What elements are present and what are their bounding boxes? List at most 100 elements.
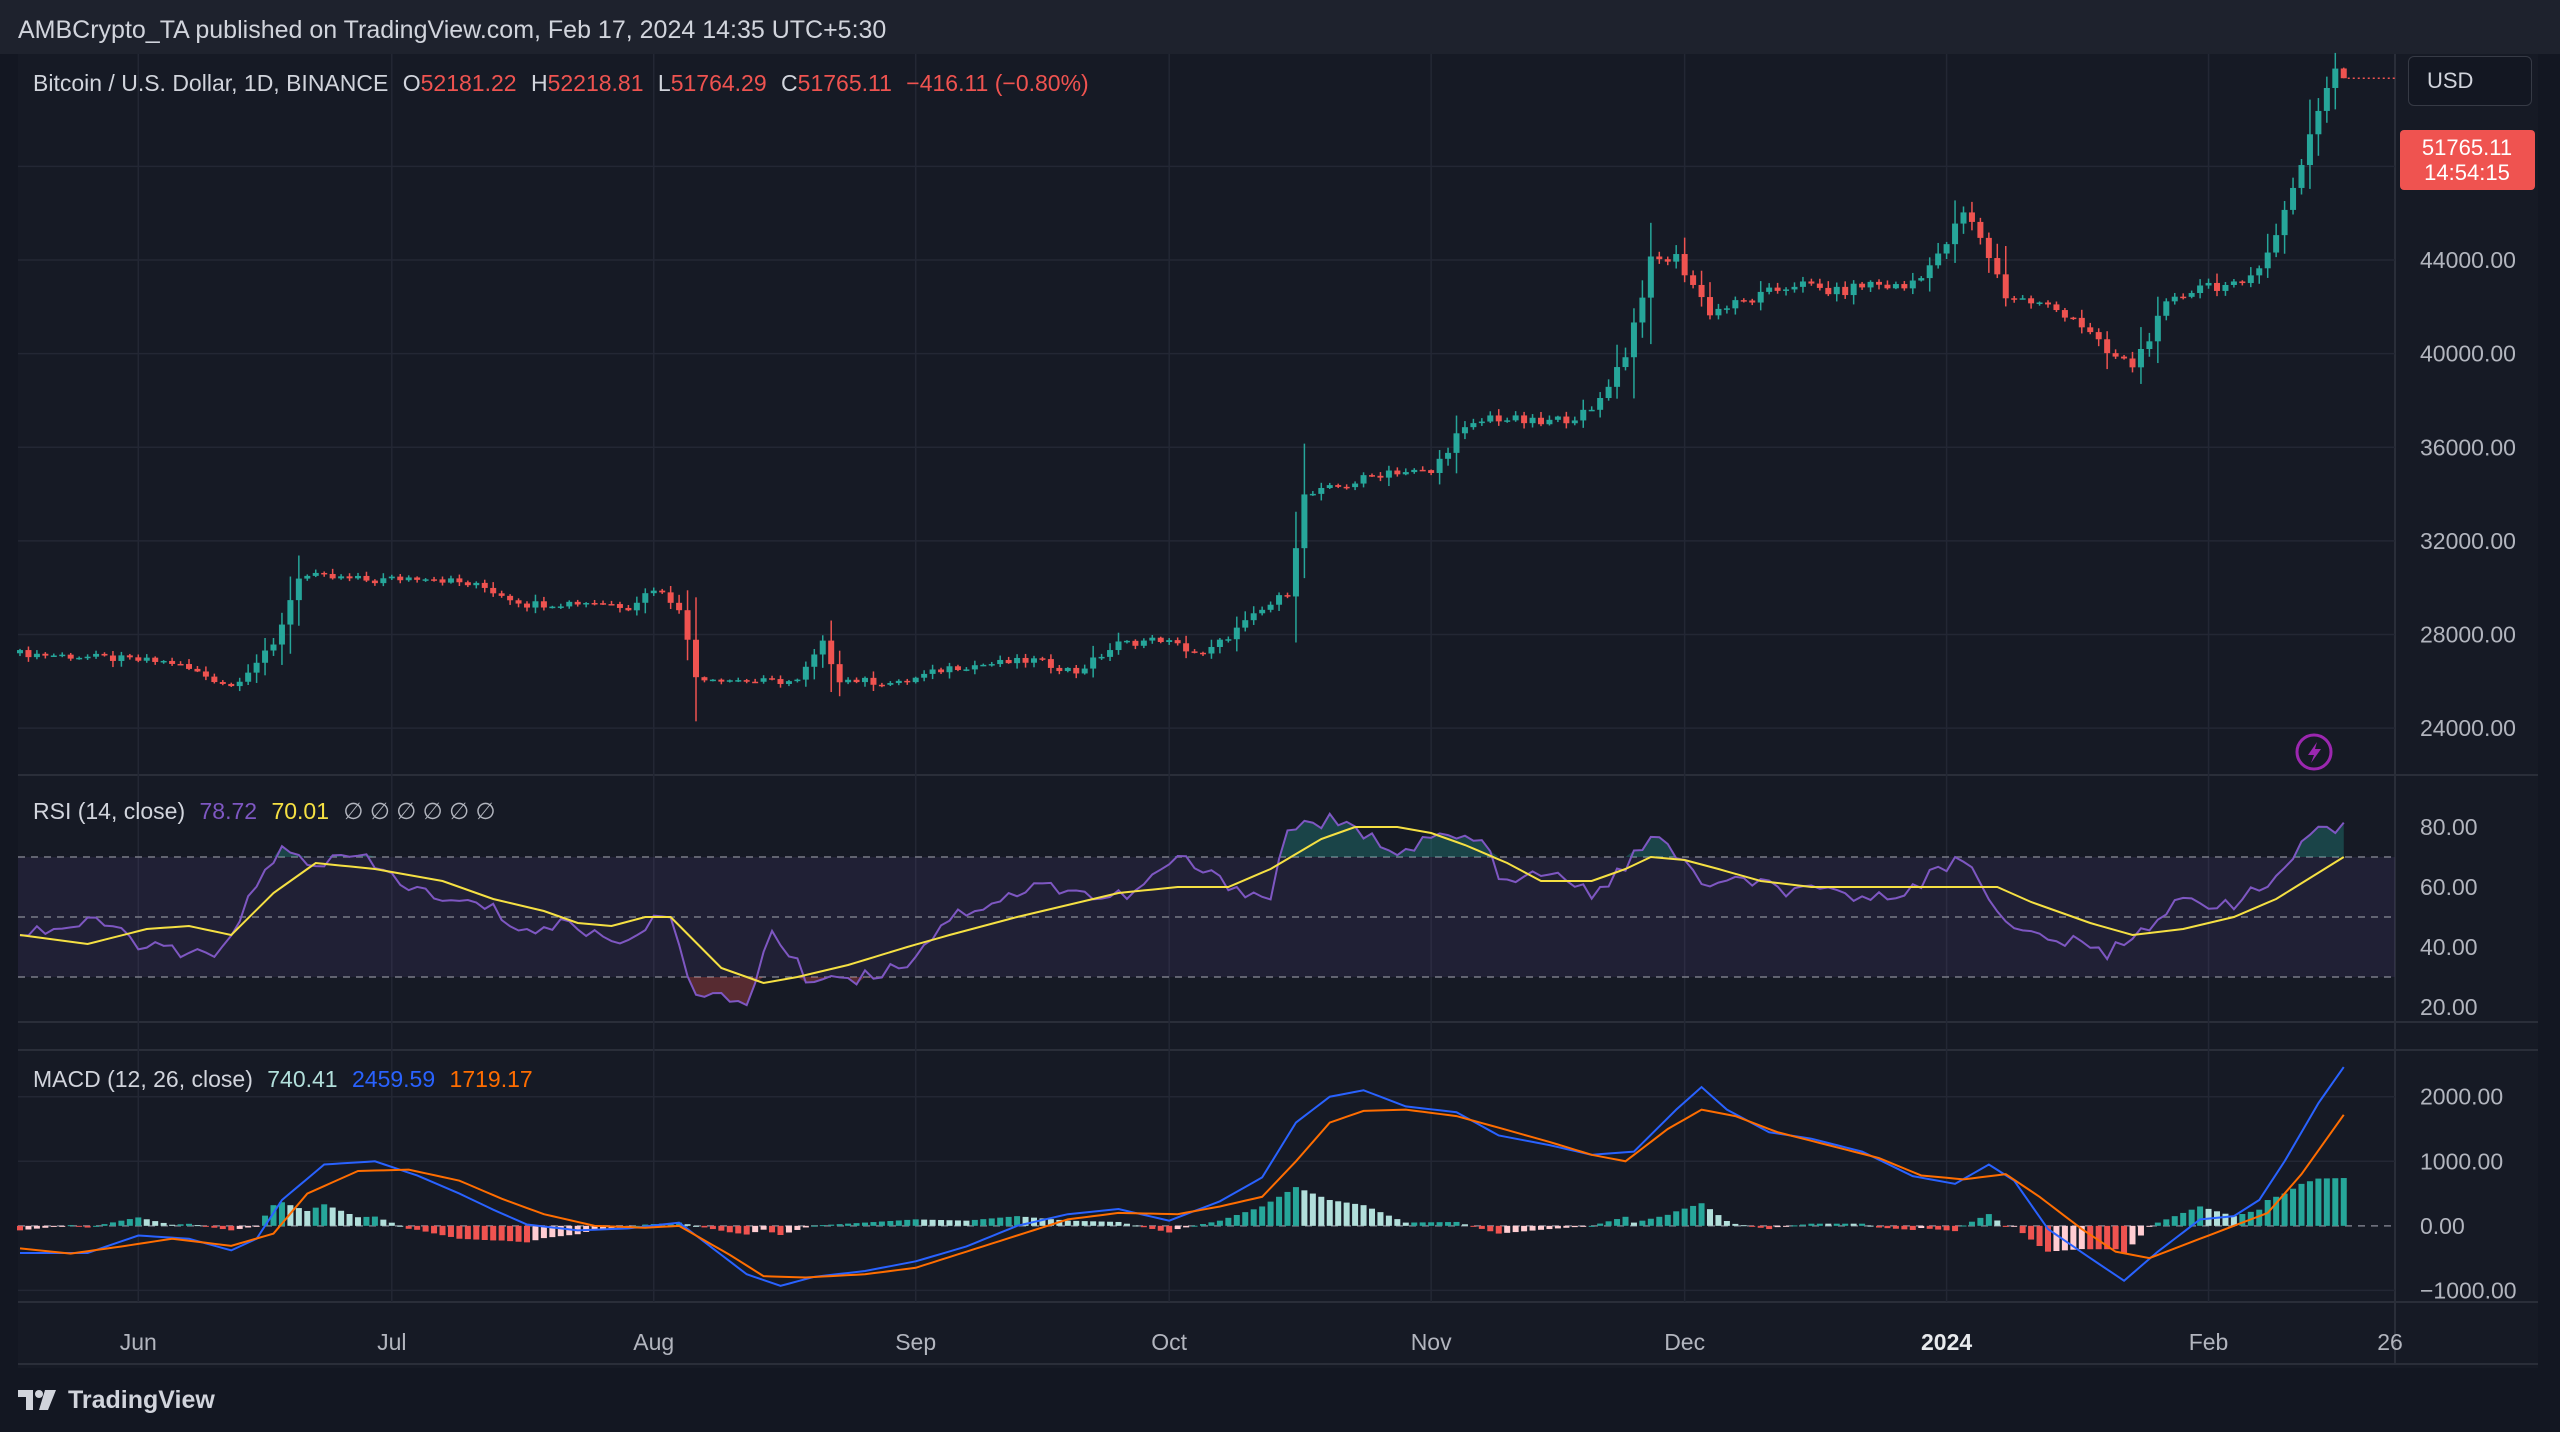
currency-selector-button[interactable]: USD — [2408, 56, 2532, 106]
macd-histogram-bar — [853, 1223, 860, 1226]
macd-histogram-bar — [743, 1225, 750, 1235]
candle-body — [414, 577, 421, 580]
macd-histogram-bar — [1833, 1223, 1840, 1226]
candle-body — [1681, 254, 1688, 276]
change-value: −416.11 (−0.80%) — [906, 70, 1089, 96]
rsi-overbought-fill — [273, 813, 2344, 857]
macd-histogram-bar — [2104, 1225, 2111, 1250]
candle-body — [515, 600, 522, 604]
candle-body — [109, 655, 116, 661]
candle-body — [1377, 475, 1384, 478]
macd-histogram-bar — [135, 1217, 142, 1226]
macd-histogram-bar — [600, 1225, 607, 1230]
macd-histogram-bar — [2290, 1188, 2297, 1226]
symbol-label[interactable]: Bitcoin / U.S. Dollar, 1D, BINANCE — [33, 70, 389, 96]
macd-histogram-bar — [2112, 1225, 2119, 1250]
candle-body — [1090, 657, 1097, 669]
candle-body — [667, 592, 674, 603]
candle-body — [169, 660, 176, 664]
macd-tick-label: −1000.00 — [2420, 1277, 2517, 1303]
candle-body — [1808, 281, 1815, 284]
macd-histogram-bar — [1740, 1225, 1747, 1227]
candle-body — [1529, 417, 1536, 424]
last-price-tag — [2400, 130, 2535, 190]
candle-body — [2214, 282, 2220, 291]
macd-histogram-bar — [954, 1220, 961, 1226]
macd-histogram-bar — [1343, 1202, 1350, 1226]
macd-histogram-bar — [1470, 1225, 1477, 1227]
candle-body — [2121, 356, 2128, 359]
rsi-ma-value: 70.01 — [271, 798, 330, 824]
candle-body — [1259, 609, 1266, 614]
candle-body — [1411, 469, 1418, 473]
candle-body — [76, 657, 83, 660]
candle-body — [1436, 458, 1443, 473]
macd-histogram-bar — [2129, 1225, 2136, 1245]
candle-body — [1952, 223, 1959, 245]
macd-histogram-bar — [2273, 1196, 2280, 1226]
chart-area[interactable] — [18, 54, 2538, 1368]
rsi-tick-label: 80.00 — [2420, 814, 2478, 840]
macd-histogram-bar — [17, 1225, 23, 1231]
candle-body — [2340, 68, 2347, 79]
macd-label[interactable]: MACD (12, 26, close) — [33, 1066, 253, 1092]
published-info: AMBCrypto_TA published on TradingView.co… — [18, 16, 887, 44]
macd-histogram-bar — [1073, 1220, 1080, 1226]
candle-body — [1233, 627, 1240, 640]
macd-histogram-bar — [1352, 1203, 1359, 1226]
macd-histogram-bar — [1225, 1217, 1232, 1226]
macd-tick-label: 2000.00 — [2420, 1084, 2503, 1110]
candle-body — [1901, 284, 1908, 289]
candle-body — [2036, 302, 2043, 304]
rsi-label[interactable]: RSI (14, close) — [33, 798, 186, 824]
candle-body — [481, 582, 488, 588]
candle-body — [1132, 640, 1139, 646]
macd-histogram-bar — [1926, 1225, 1933, 1229]
candle-body — [1546, 419, 1553, 425]
macd-histogram-bar — [997, 1217, 1004, 1226]
macd-histogram-bar — [912, 1219, 919, 1226]
candle-body — [1698, 284, 1705, 298]
macd-histogram-bar — [1385, 1215, 1392, 1226]
candle-body — [1647, 256, 1654, 298]
macd-histogram-bar — [2053, 1225, 2060, 1252]
macd-histogram-bar — [1369, 1208, 1375, 1226]
macd-histogram-bar — [1461, 1224, 1468, 1226]
x-tick-label: Dec — [1664, 1329, 1705, 1355]
macd-histogram-bar — [1081, 1221, 1088, 1226]
candle-body — [194, 668, 201, 672]
candle-body — [1487, 415, 1494, 422]
macd-histogram-bar — [312, 1207, 319, 1226]
candle-body — [456, 578, 463, 583]
macd-histogram-bar — [845, 1223, 852, 1226]
candle-body — [1968, 212, 1975, 222]
x-tick-label: Nov — [1411, 1329, 1452, 1355]
candle-body — [101, 653, 108, 656]
macd-histogram-bar — [1690, 1205, 1697, 1226]
macd-histogram-bar — [1039, 1218, 1046, 1226]
macd-histogram-bar — [921, 1219, 928, 1226]
macd-histogram-bar — [828, 1224, 835, 1226]
macd-histogram-bar — [1495, 1225, 1502, 1234]
macd-histogram-bar — [684, 1224, 691, 1226]
x-tick-label: Oct — [1151, 1329, 1187, 1355]
macd-histogram-bar — [1580, 1225, 1587, 1227]
candle-body — [1943, 244, 1950, 254]
candle-body — [42, 653, 49, 656]
candle-body — [447, 578, 454, 583]
candle-body — [1622, 357, 1629, 368]
candle-body — [2323, 87, 2330, 111]
macd-histogram-bar — [490, 1225, 497, 1241]
macd-histogram-bar — [363, 1216, 370, 1226]
candle-body — [735, 680, 742, 682]
tradingview-logo[interactable]: TradingView — [18, 1380, 215, 1420]
macd-histogram-bar — [321, 1204, 328, 1226]
candle-body — [1470, 423, 1477, 428]
macd-histogram-bar — [887, 1220, 894, 1226]
price-legend: Bitcoin / U.S. Dollar, 1D, BINANCE O5218… — [33, 70, 1097, 97]
macd-tick-label: 1000.00 — [2420, 1148, 2503, 1174]
flash-icon[interactable] — [2295, 733, 2333, 771]
macd-histogram-bar — [414, 1225, 421, 1230]
tradingview-logo-icon — [18, 1390, 56, 1410]
